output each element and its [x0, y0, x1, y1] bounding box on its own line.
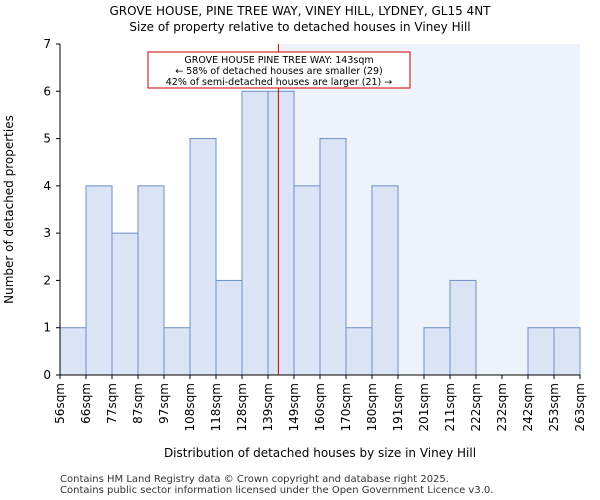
annotation-text-line3: 42% of semi-detached houses are larger (…: [166, 77, 393, 88]
y-tick-label: 4: [43, 179, 51, 193]
histogram-bar: [241, 90, 269, 376]
annotation-text-line1: GROVE HOUSE PINE TREE WAY: 143sqm: [184, 55, 373, 66]
histogram-bar: [189, 138, 217, 376]
y-tick-label: 1: [43, 321, 51, 335]
x-tick-label: 118sqm: [209, 383, 223, 431]
chart-title-line2: Size of property relative to detached ho…: [129, 20, 471, 34]
y-tick-label: 2: [43, 273, 51, 287]
x-tick-label: 139sqm: [261, 383, 275, 431]
histogram-bar: [449, 279, 477, 376]
x-axis-title: Distribution of detached houses by size …: [164, 446, 476, 460]
x-tick-label: 66sqm: [79, 383, 93, 424]
histogram-bar: [111, 232, 139, 376]
y-tick-label: 0: [43, 368, 51, 382]
histogram-bar: [319, 138, 347, 376]
histogram-bar: [293, 185, 321, 376]
x-tick-label: 180sqm: [365, 383, 379, 431]
y-axis-title: Number of detached properties: [2, 115, 16, 304]
histogram-bar: [371, 185, 399, 376]
x-tick-label: 263sqm: [573, 383, 587, 431]
y-tick-label: 3: [43, 226, 51, 240]
histogram-bar: [423, 327, 451, 376]
histogram-bar: [345, 327, 373, 376]
histogram-bar: [527, 327, 555, 376]
x-tick-label: 108sqm: [183, 383, 197, 431]
x-tick-label: 128sqm: [235, 383, 249, 431]
histogram-bar: [215, 279, 243, 376]
chart-title-line1: GROVE HOUSE, PINE TREE WAY, VINEY HILL, …: [109, 4, 491, 18]
x-tick-label: 232sqm: [495, 383, 509, 431]
x-tick-label: 87sqm: [131, 383, 145, 424]
histogram-bar: [267, 90, 295, 376]
annotation-box: [147, 51, 411, 89]
x-tick-label: 191sqm: [391, 383, 405, 431]
histogram-chart: 0 1 2 3 4 5 6 7 56sqm 66sqm 77sqm 87sqm 97sqm 108sqm 1…: [2, 37, 587, 460]
x-tick-label: 201sqm: [417, 383, 431, 431]
x-tick-label: 222sqm: [469, 383, 483, 431]
x-tick-label: 149sqm: [287, 383, 301, 431]
x-tick-label: 170sqm: [339, 383, 353, 431]
x-tick-label: 253sqm: [547, 383, 561, 431]
y-tick-label: 7: [43, 37, 51, 51]
footer-copyright-line1: Contains HM Land Registry data © Crown c…: [60, 474, 449, 485]
x-tick-label: 97sqm: [157, 383, 171, 424]
histogram-bar: [163, 327, 191, 376]
footer-copyright-line2: Contains public sector information licen…: [60, 485, 494, 496]
y-tick-label: 6: [43, 84, 51, 98]
x-tick-label: 56sqm: [53, 383, 67, 424]
annotation-text-line2: ← 58% of detached houses are smaller (29…: [175, 66, 382, 77]
histogram-bar: [59, 327, 87, 376]
x-tick-label: 77sqm: [105, 383, 119, 424]
histogram-bar: [137, 185, 165, 376]
y-tick-label: 5: [43, 132, 51, 146]
x-tick-label: 211sqm: [443, 383, 457, 431]
histogram-bar: [85, 185, 113, 376]
x-tick-label: 160sqm: [313, 383, 327, 431]
x-tick-label: 242sqm: [521, 383, 535, 431]
histogram-bar: [553, 327, 581, 376]
